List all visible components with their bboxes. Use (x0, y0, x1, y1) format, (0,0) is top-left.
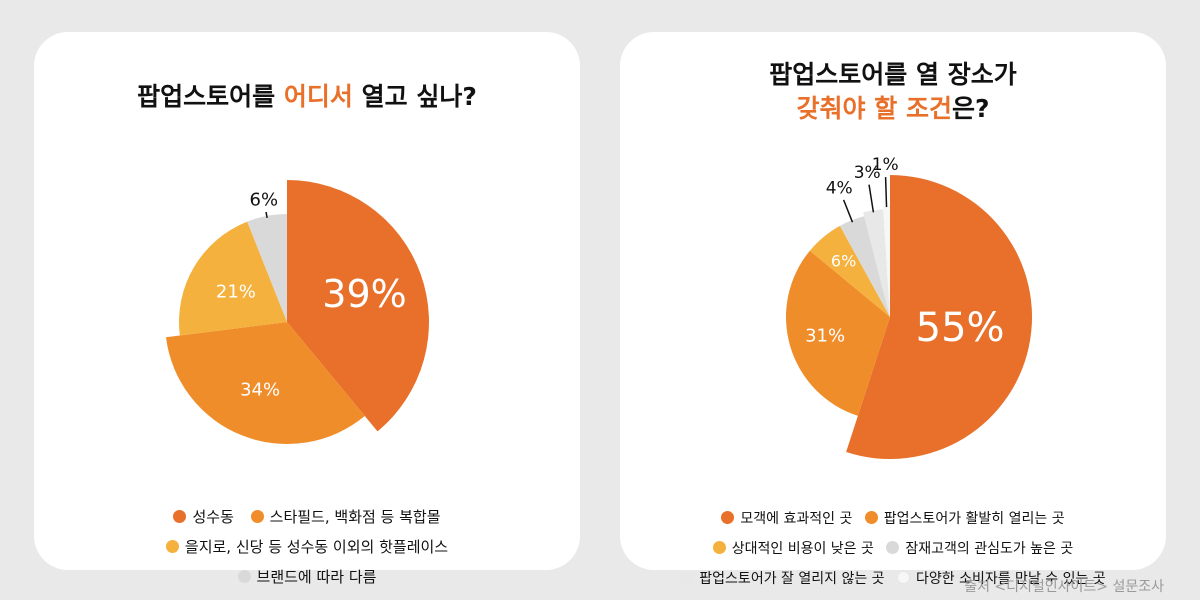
legend-label: 성수동 (192, 508, 234, 526)
label-leader-line (842, 199, 854, 223)
chart-title: 팝업스토어를 열 장소가 갖춰야 할 조건은? (620, 58, 1166, 126)
legend-item: 모객에 효과적인 곳 (721, 504, 852, 534)
pie-slice (786, 250, 890, 416)
legend: 성수동 스타필드, 백화점 등 복합몰 을지로, 신당 등 성수동 이외의 핫플… (34, 502, 580, 592)
legend-swatch (886, 541, 900, 554)
title-accent: 어디서 (283, 82, 353, 111)
title-accent: 갖춰야 할 조건 (796, 94, 952, 123)
legend-label: 스타필드, 백화점 등 복합몰 (269, 508, 441, 526)
legend-label: 상대적인 비용이 낮은 곳 (731, 541, 874, 557)
legend-label: 팝업스토어가 활발히 열리는 곳 (883, 511, 1065, 527)
title-line: 팝업스토어를 열 장소가 (769, 60, 1017, 89)
pie-chart-location: 39% 34% 21% 6% (165, 180, 429, 445)
legend-item: 브랜드에 따라 다름 (237, 562, 377, 592)
pie-slice (178, 221, 287, 336)
pie-slice (863, 209, 890, 317)
legend-item: 다양한 소비자를 만날 수 있는 곳 (897, 564, 1106, 594)
legend-swatch (165, 540, 179, 553)
legend-swatch (680, 571, 694, 584)
title-part: 팝업스토어를 (137, 82, 284, 111)
legend-item: 스타필드, 백화점 등 복합몰 (250, 502, 441, 532)
pie-slice-label: 4% (826, 179, 853, 199)
chart-card-location: 팝업스토어를 어디서 열고 싶나? 39% 34% 21% 6% 성수동 스타필드, … (34, 32, 580, 586)
legend-item: 을지로, 신당 등 성수동 이외의 핫플레이스 (165, 532, 449, 562)
legend-label: 잠재고객의 관심도가 높은 곳 (905, 541, 1074, 557)
chart-title: 팝업스토어를 어디서 열고 싶나? (34, 80, 580, 114)
pie-slice-label: 34% (240, 380, 280, 401)
legend-item: 팝업스토어가 잘 열리지 않는 곳 (680, 564, 885, 594)
legend-swatch (897, 571, 910, 584)
legend-label: 모객에 효과적인 곳 (740, 511, 853, 527)
legend-swatch (712, 541, 726, 554)
pie-slice-label: 6% (831, 251, 856, 270)
legend-item: 팝업스토어가 활발히 열리는 곳 (864, 504, 1065, 534)
pie-slice (846, 175, 1033, 459)
legend-label: 팝업스토어가 잘 열리지 않는 곳 (699, 571, 885, 587)
legend-swatch (237, 570, 251, 583)
title-part: 열고 싶나? (352, 82, 477, 111)
legend-swatch (864, 511, 878, 524)
pie-slice (809, 225, 890, 317)
title-part: 은? (951, 94, 990, 123)
legend-label: 을지로, 신당 등 성수동 이외의 핫플레이스 (184, 538, 449, 556)
pie-chart-conditions: 55% 31% 6% 4%3%1% (786, 155, 1033, 459)
pie-slice-label: 31% (805, 325, 845, 346)
legend-label: 브랜드에 따라 다름 (256, 568, 377, 586)
pie-slice-label: 6% (250, 190, 279, 211)
source-note: 출처 <디지털인사이트> 설문조사 (964, 579, 1164, 595)
legend-item: 상대적인 비용이 낮은 곳 (712, 534, 874, 564)
pie-slice (165, 322, 365, 445)
chart-card-conditions: 팝업스토어를 열 장소가 갖춰야 할 조건은? 55% 31% 6% 4% 3% 1% 모… (620, 32, 1166, 587)
pie-slice (882, 205, 890, 317)
legend-item: 잠재고객의 관심도가 높은 곳 (886, 534, 1073, 564)
pie-slice (287, 180, 429, 432)
pie-slice-label: 39% (322, 272, 406, 316)
pie-slice-label: 3% (854, 163, 881, 183)
pie-slice-label: 21% (216, 281, 256, 302)
label-leader-line (884, 177, 888, 208)
pie-slice-label: 1% (872, 155, 899, 175)
pie-slice (839, 216, 890, 317)
label-leader-line (868, 184, 875, 213)
legend-label: 다양한 소비자를 만날 수 있는 곳 (916, 571, 1106, 587)
legend-item: 성수동 (173, 502, 234, 532)
legend: 모객에 효과적인 곳 팝업스토어가 활발히 열리는 곳 상대적인 비용이 낮은 … (620, 504, 1166, 594)
label-leader-line (265, 211, 268, 219)
legend-swatch (173, 510, 187, 523)
legend-swatch (721, 511, 735, 524)
legend-swatch (250, 510, 264, 523)
pie-slice-label: 55% (916, 305, 1005, 351)
pie-slice (247, 214, 287, 322)
